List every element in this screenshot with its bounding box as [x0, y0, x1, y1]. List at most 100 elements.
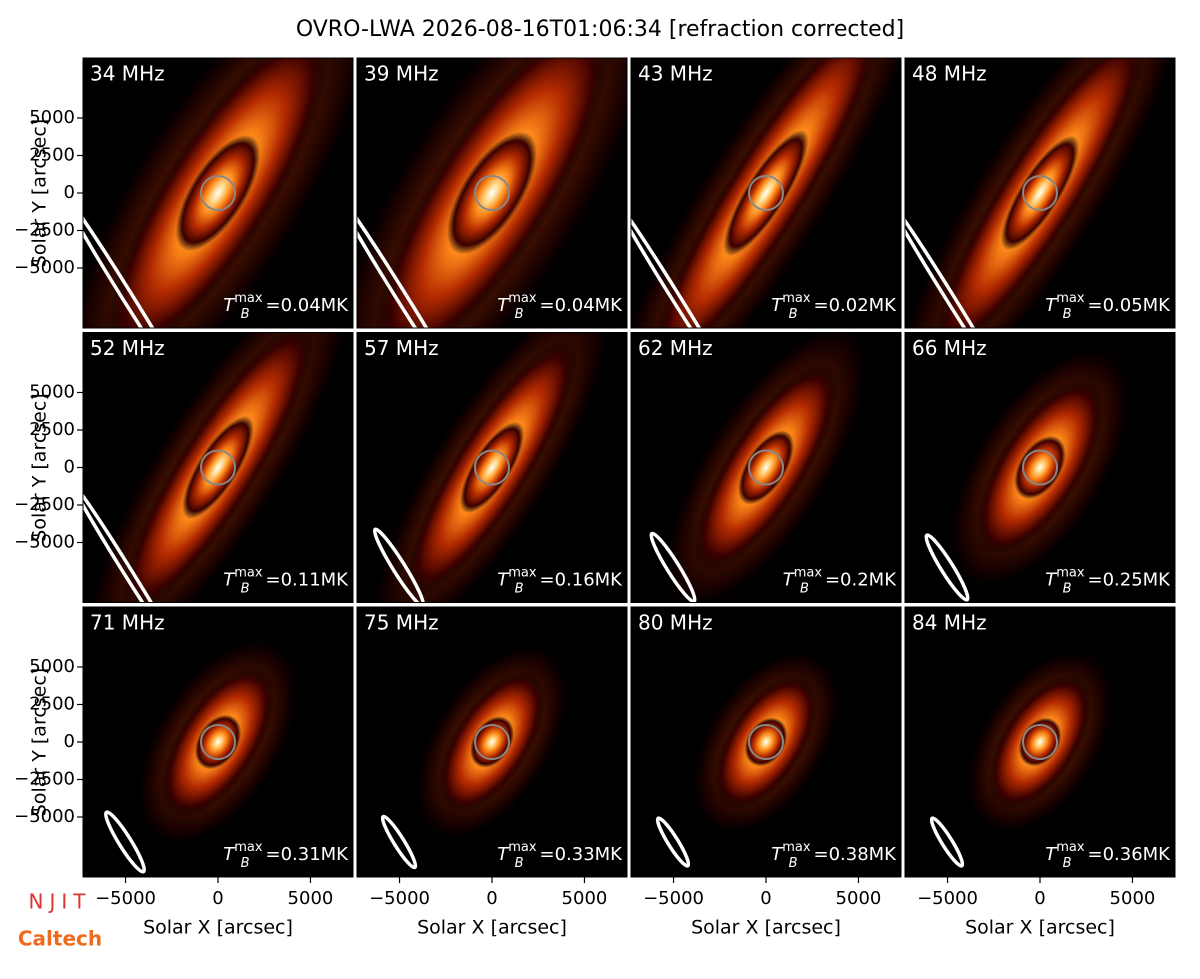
tmax-value: 0.33MK	[555, 844, 624, 865]
tmax-subscript: B	[241, 856, 250, 871]
solar-disk	[1022, 175, 1058, 211]
tmax-label: Tmax B =0.38MK	[771, 840, 897, 871]
panel	[83, 332, 353, 603]
tmax-equals: =	[825, 570, 840, 591]
beam	[655, 816, 691, 868]
solar-disk	[474, 449, 510, 486]
frequency-label: 62 MHz	[638, 336, 713, 360]
tmax-value: 0.16MK	[555, 570, 624, 591]
frequency-label: 39 MHz	[364, 62, 439, 86]
y-tick-label: 5000	[29, 107, 75, 128]
tmax-symbol: T	[497, 295, 510, 316]
tmax-label: Tmax B =0.31MK	[223, 840, 349, 871]
beam	[905, 197, 1008, 328]
y-axis-label: Solar Y [arcsec]	[29, 668, 51, 816]
y-tick-label: 5000	[29, 382, 75, 403]
tmax-symbol: T	[497, 570, 510, 591]
y-tick-label: 0	[64, 457, 75, 478]
tmax-symbol: T	[1045, 295, 1058, 316]
tmax-superscript: max	[508, 565, 537, 580]
panel	[357, 607, 627, 877]
tmax-symbol: T	[771, 844, 784, 865]
frequency-label: 75 MHz	[364, 611, 439, 635]
x-tick-label: −5000	[95, 888, 156, 909]
panel	[905, 332, 1175, 603]
tmax-symbol: T	[1045, 844, 1058, 865]
x-tick-label: 0	[1034, 888, 1045, 909]
panel	[905, 58, 1175, 328]
emission-core	[1014, 435, 1066, 500]
x-tick-label: 0	[212, 888, 223, 909]
emission-core	[182, 415, 254, 520]
beam	[83, 189, 191, 328]
tmax-label: Tmax B =0.02MK	[771, 291, 897, 322]
panel-frame	[630, 332, 902, 603]
tmax-equals: =	[813, 844, 828, 865]
tmax-subscript: B	[1063, 581, 1072, 596]
x-tick-label: 5000	[562, 888, 608, 909]
tmax-label: Tmax B =0.04MK	[223, 291, 349, 322]
tmax-equals: =	[265, 295, 280, 316]
tmax-equals: =	[1087, 295, 1102, 316]
tmax-symbol: T	[1045, 570, 1058, 591]
tmax-equals: =	[265, 570, 280, 591]
frequency-label: 84 MHz	[912, 611, 987, 635]
y-tick-label: −2500	[14, 494, 75, 515]
tmax-equals: =	[1087, 844, 1102, 865]
x-tick-label: −5000	[369, 888, 430, 909]
panel	[357, 58, 627, 328]
tmax-value: 0.05MK	[1103, 295, 1172, 316]
beam	[380, 814, 418, 870]
y-tick-label: 0	[64, 731, 75, 752]
tmax-subscript: B	[515, 307, 524, 322]
emission-core	[447, 131, 537, 255]
beam	[929, 816, 965, 868]
tmax-superscript: max	[234, 565, 263, 580]
panel	[905, 607, 1175, 877]
frequency-label: 57 MHz	[364, 336, 439, 360]
tmax-value: 0.31MK	[281, 844, 350, 865]
x-tick-label: 0	[760, 888, 771, 909]
tmax-label: Tmax B =0.11MK	[223, 565, 349, 596]
tmax-label: Tmax B =0.2MK	[783, 565, 898, 596]
tmax-subscript: B	[515, 581, 524, 596]
emission-core	[459, 421, 525, 514]
tmax-subscript: B	[1063, 856, 1072, 871]
tmax-equals: =	[539, 570, 554, 591]
solar-disk	[200, 724, 236, 760]
beam	[631, 197, 734, 328]
panel-frame	[630, 57, 902, 329]
solar-disk	[200, 175, 236, 211]
tmax-superscript: max	[782, 840, 811, 855]
tmax-value: 0.38MK	[829, 844, 898, 865]
y-tick-label: −5000	[14, 532, 75, 553]
logo-caltech: Caltech	[18, 927, 102, 951]
tmax-value: 0.04MK	[281, 295, 350, 316]
x-tick-label: −5000	[643, 888, 704, 909]
x-tick-label: −5000	[917, 888, 978, 909]
panel-frame	[356, 332, 628, 603]
beam	[924, 533, 970, 602]
solar-disk	[1022, 449, 1058, 486]
tmax-label: Tmax B =0.05MK	[1045, 291, 1171, 322]
logo-njit: NJIT	[29, 890, 92, 914]
tmax-value: 0.02MK	[829, 295, 898, 316]
tmax-superscript: max	[234, 291, 263, 306]
tmax-superscript: max	[234, 840, 263, 855]
panel-frame	[904, 57, 1176, 329]
tmax-symbol: T	[223, 844, 236, 865]
frequency-label: 66 MHz	[912, 336, 987, 360]
tmax-symbol: T	[223, 570, 236, 591]
tmax-subscript: B	[789, 307, 798, 322]
emission-core	[175, 134, 261, 252]
tmax-subscript: B	[800, 581, 809, 596]
tmax-value: 0.36MK	[1103, 844, 1172, 865]
solar-disk	[1022, 724, 1058, 760]
tmax-superscript: max	[1056, 291, 1085, 306]
tmax-value: 0.04MK	[555, 295, 624, 316]
tmax-superscript: max	[782, 291, 811, 306]
y-axis-label: Solar Y [arcsec]	[29, 119, 51, 267]
tmax-value: 0.25MK	[1103, 570, 1172, 591]
tmax-value: 0.11MK	[281, 570, 350, 591]
